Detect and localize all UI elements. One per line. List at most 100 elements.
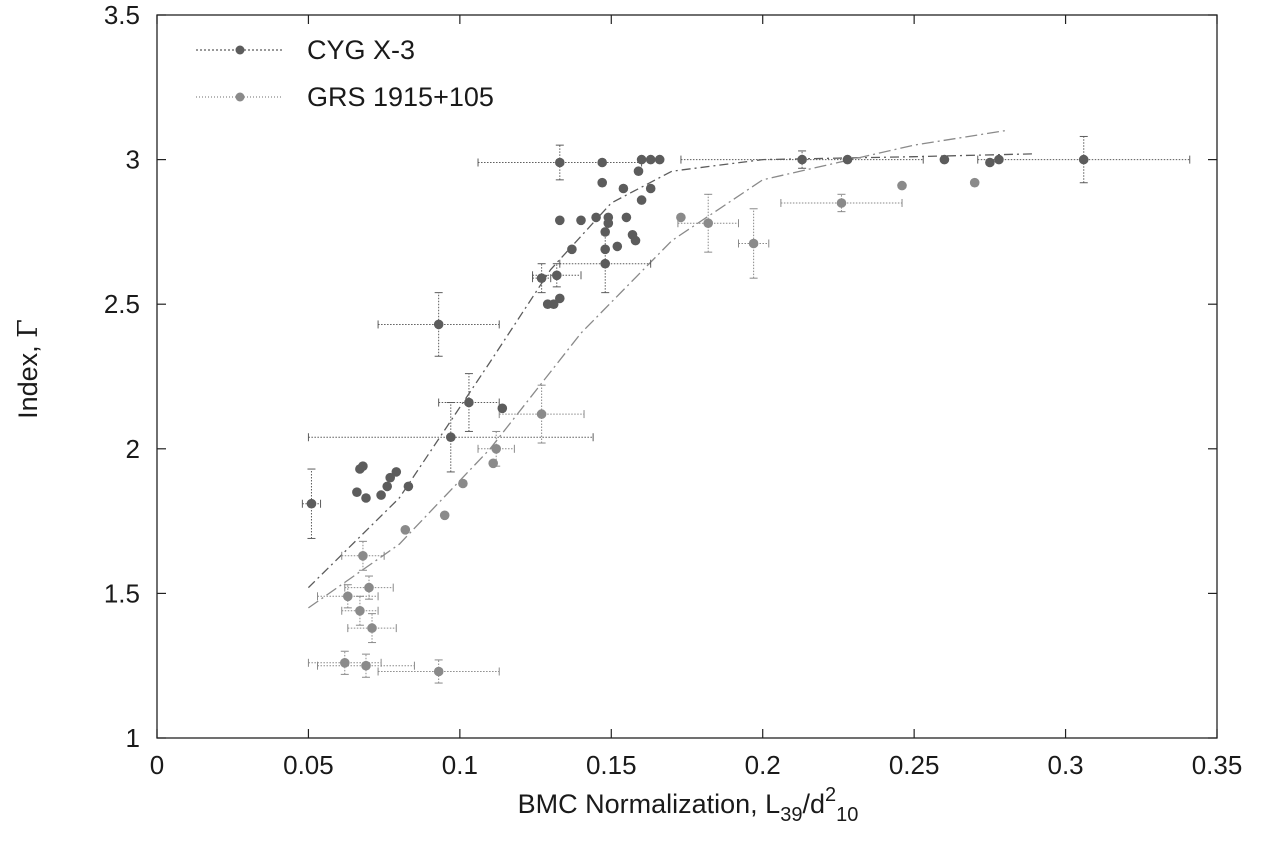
data-point xyxy=(382,481,393,492)
data-point xyxy=(400,525,411,535)
data-point xyxy=(306,498,317,509)
x-tick-label: 0.25 xyxy=(889,750,940,780)
data-point xyxy=(358,461,368,472)
data-point xyxy=(488,458,499,469)
data-point xyxy=(630,235,641,246)
data-point xyxy=(497,403,508,414)
x-tick-label: 0.1 xyxy=(442,750,478,780)
data-point xyxy=(897,180,907,191)
data-point xyxy=(621,212,632,223)
data-point xyxy=(600,227,610,237)
y-tick-label: 2 xyxy=(126,434,140,464)
data-point xyxy=(352,487,362,498)
data-point xyxy=(636,154,647,165)
data-point xyxy=(355,606,365,616)
data-point xyxy=(939,154,950,165)
data-point xyxy=(591,212,601,223)
data-point xyxy=(464,397,474,408)
data-point xyxy=(555,215,565,226)
data-point xyxy=(361,493,371,503)
data-point xyxy=(636,195,647,205)
x-tick-label: 0.2 xyxy=(745,750,781,780)
data-points xyxy=(306,154,1089,677)
data-point xyxy=(645,183,656,194)
data-point xyxy=(555,157,565,168)
data-point xyxy=(654,154,665,165)
legend-label-cyg-x3: CYG X-3 xyxy=(307,35,415,65)
x-tick-label: 0 xyxy=(150,750,164,780)
data-point xyxy=(458,478,468,489)
data-point xyxy=(385,472,396,483)
data-point xyxy=(446,432,456,443)
data-point xyxy=(842,154,853,165)
data-point xyxy=(748,238,759,249)
data-point xyxy=(439,510,450,521)
data-point xyxy=(403,481,414,492)
x-axis-title-main: BMC Normalization, L xyxy=(518,789,781,819)
x-tick-label: 0.15 xyxy=(586,750,637,780)
data-point xyxy=(597,157,607,168)
data-point xyxy=(969,177,980,188)
data-point xyxy=(600,258,610,269)
data-point xyxy=(364,582,374,593)
data-point xyxy=(703,218,713,228)
data-point xyxy=(612,241,623,252)
y-tick-label: 2.5 xyxy=(104,289,140,319)
y-tick-label: 1.5 xyxy=(104,578,140,608)
y-tick-label: 3.5 xyxy=(104,0,140,30)
data-point xyxy=(1078,154,1089,165)
legend-swatch-marker-grs-1915 xyxy=(235,92,245,102)
legend-label-grs-1915: GRS 1915+105 xyxy=(307,82,494,112)
x-axis-title-subscript-2: 10 xyxy=(836,804,858,826)
y-tick-label: 3 xyxy=(126,145,140,175)
data-point xyxy=(552,270,562,281)
data-point xyxy=(343,591,353,602)
data-point xyxy=(836,198,847,208)
x-axis-title: BMC Normalization, L39/d210 xyxy=(518,784,859,826)
data-point xyxy=(391,467,402,477)
data-point xyxy=(618,183,629,194)
data-point xyxy=(597,177,607,188)
data-point xyxy=(536,273,547,284)
data-point xyxy=(633,166,644,176)
data-point xyxy=(376,490,386,500)
axis-ticks: 0 0.05 0.1 0.15 0.2 0.25 0.3 0.35 1 1.5 2 2.5 3 3.5 xyxy=(104,0,1242,780)
legend-entry-grs-1915: GRS 1915+105 xyxy=(196,82,494,112)
y-tick-label: 1 xyxy=(126,723,140,753)
x-axis-title-mid: /d xyxy=(802,789,825,819)
x-tick-label: 0.05 xyxy=(283,750,334,780)
data-point xyxy=(600,244,610,255)
data-point xyxy=(797,154,807,165)
data-point xyxy=(603,212,614,223)
fit-line xyxy=(308,130,1006,609)
legend-swatch-marker-cyg-x3 xyxy=(235,45,245,55)
legend-entry-cyg-x3: CYG X-3 xyxy=(196,35,415,65)
data-point xyxy=(367,623,377,633)
x-axis-title-subscript-1: 39 xyxy=(780,804,802,826)
data-point xyxy=(994,154,1004,165)
plot-frame xyxy=(156,14,1218,739)
y-axis-title-main: Index, xyxy=(13,338,43,419)
data-point xyxy=(676,212,686,223)
data-point xyxy=(645,154,656,165)
data-point xyxy=(555,293,565,304)
y-axis-title: Index, Γ xyxy=(13,319,44,419)
x-tick-label: 0.35 xyxy=(1192,750,1243,780)
data-point xyxy=(536,409,547,419)
fit-lines xyxy=(307,130,1036,609)
data-point xyxy=(361,660,371,671)
data-point xyxy=(985,157,995,168)
data-point xyxy=(433,666,444,677)
data-point xyxy=(433,319,444,330)
data-point xyxy=(548,299,559,310)
data-point xyxy=(567,244,577,255)
y-axis-title-symbol: Γ xyxy=(13,319,44,338)
data-point xyxy=(358,551,368,561)
data-point xyxy=(491,444,502,454)
data-point xyxy=(340,658,350,668)
x-tick-label: 0.3 xyxy=(1047,750,1083,780)
x-axis-title-superscript: 2 xyxy=(825,784,836,806)
legend: CYG X-3 GRS 1915+105 xyxy=(196,35,494,112)
